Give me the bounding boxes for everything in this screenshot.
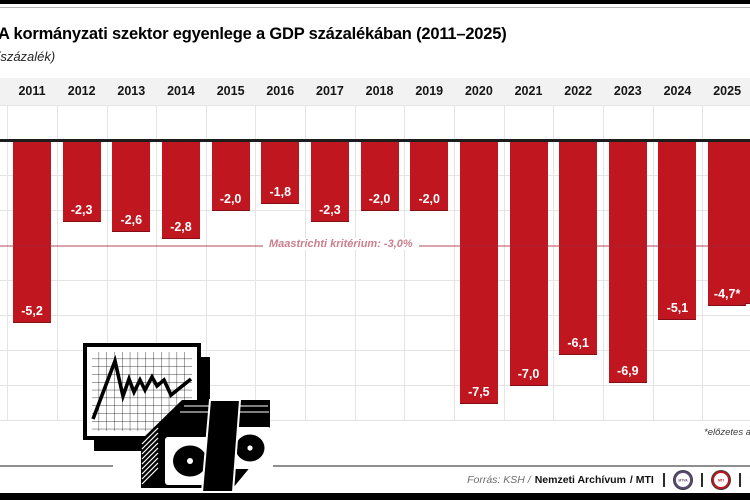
grid-line-vertical [603, 105, 604, 420]
footnote: *előzetes adat [704, 427, 750, 438]
grid-line-vertical [56, 105, 58, 420]
year-label: 2024 [663, 84, 692, 98]
separator-bar [662, 473, 665, 487]
chart-title: A kormányzati szektor egyenlege a GDP sz… [0, 25, 507, 43]
source-name: Nemzeti Archívum [534, 474, 626, 486]
year-label: 2016 [266, 84, 295, 98]
data-bar: -5,2 [13, 140, 52, 323]
bar-value-label: -6,9 [617, 363, 639, 378]
bottom-border-bar [0, 493, 750, 500]
bar-value-label: -6,1 [567, 335, 589, 350]
year-label: 2011 [18, 84, 46, 98]
year-label: 2025 [713, 84, 742, 98]
separator-bar [738, 473, 741, 487]
data-bar: -7,0 [509, 140, 548, 386]
data-bar: -7,5 [459, 140, 498, 404]
data-bar: -2,3 [62, 140, 101, 222]
mti-logo-text: MTI [717, 478, 724, 482]
data-bar: -2,3 [310, 140, 349, 222]
year-label: 2022 [564, 84, 593, 98]
grid-line-vertical [702, 105, 704, 420]
year-label: 2017 [316, 84, 344, 98]
top-border-bar [0, 0, 750, 4]
money-stack-icon [141, 399, 271, 493]
year-label: 2023 [613, 84, 642, 98]
bar-value-label: -2,0 [418, 192, 440, 206]
top-divider-line [0, 7, 750, 8]
grid-line-vertical [106, 105, 108, 420]
grid-line-horizontal [0, 105, 750, 106]
partial-bar-cutoff [744, 140, 750, 304]
year-label: 2014 [167, 84, 195, 98]
chart-unit-label: (százalék) [0, 49, 56, 64]
finance-clipart-illustration [83, 343, 273, 495]
bar-value-label: -1,8 [269, 185, 292, 199]
zero-axis-line [0, 139, 750, 142]
source-footer: Forrás: KSH / Nemzeti Archívum / MTI MTV… [0, 469, 750, 491]
bar-value-label: -7,0 [517, 367, 540, 381]
separator-bar [700, 473, 703, 487]
data-bar: -2,8 [161, 140, 200, 239]
bar-value-label: -2,8 [170, 220, 192, 234]
year-label: 2018 [365, 84, 394, 98]
data-bar: -2,0 [410, 140, 449, 211]
maastricht-label: Maastrichti kritérium: -3,0% [263, 238, 419, 250]
mti-logo-icon: MTI [711, 471, 730, 489]
grid-line-vertical [156, 105, 158, 420]
data-bar: -2,6 [112, 140, 151, 232]
year-axis-band [0, 78, 750, 105]
data-bar: -6,9 [608, 140, 647, 383]
grid-line-vertical [553, 105, 555, 420]
footer-divider-line [0, 465, 750, 467]
bar-value-label: -2,6 [120, 213, 143, 227]
data-bar: -6,1 [559, 140, 598, 355]
grid-line-horizontal [0, 385, 750, 386]
year-label: 2021 [514, 84, 543, 98]
bar-value-label: -2,3 [319, 202, 341, 217]
data-bar: -1,8 [261, 140, 300, 204]
bar-value-label: -7,5 [468, 384, 490, 399]
bar-value-label: -2,0 [368, 192, 391, 206]
data-bar: -5,1 [658, 140, 697, 320]
grid-line-horizontal [0, 420, 750, 421]
bar-value-label: -2,3 [70, 202, 93, 217]
source-agency: / MTI [629, 474, 654, 486]
grid-line-vertical [454, 105, 456, 420]
grid-line-vertical [354, 105, 356, 420]
source-text: Forrás: KSH / Nemzeti Archívum / MTI [467, 474, 654, 486]
year-label: 2012 [67, 84, 96, 98]
mtva-logo-text: MTVA [678, 478, 688, 482]
grid-line-vertical [205, 105, 207, 420]
grid-line-vertical [7, 105, 9, 420]
source-prefix: Forrás: KSH / [467, 474, 531, 486]
grid-line-horizontal [0, 315, 750, 316]
bar-value-label: -2,0 [219, 192, 242, 206]
year-label: 2015 [216, 84, 245, 98]
bar-value-label: -5,1 [666, 300, 689, 315]
data-bar: -4,7* [708, 140, 747, 306]
grid-line-horizontal [0, 280, 750, 281]
bar-value-label: -5,2 [21, 304, 43, 318]
year-label: 2020 [464, 84, 493, 98]
grid-line-vertical [652, 105, 654, 420]
grid-line-horizontal [0, 350, 750, 351]
grid-line-vertical [503, 105, 505, 420]
bar-value-label: -4,7* [713, 286, 741, 301]
grid-line-vertical [255, 105, 257, 420]
data-bar: -2,0 [360, 140, 399, 211]
year-label: 2019 [415, 84, 444, 98]
mtva-logo-icon: MTVA [673, 471, 692, 489]
grid-line-vertical [404, 105, 406, 420]
data-bar: -2,0 [211, 140, 250, 211]
grid-line-vertical [305, 105, 307, 420]
year-label: 2013 [117, 84, 146, 98]
